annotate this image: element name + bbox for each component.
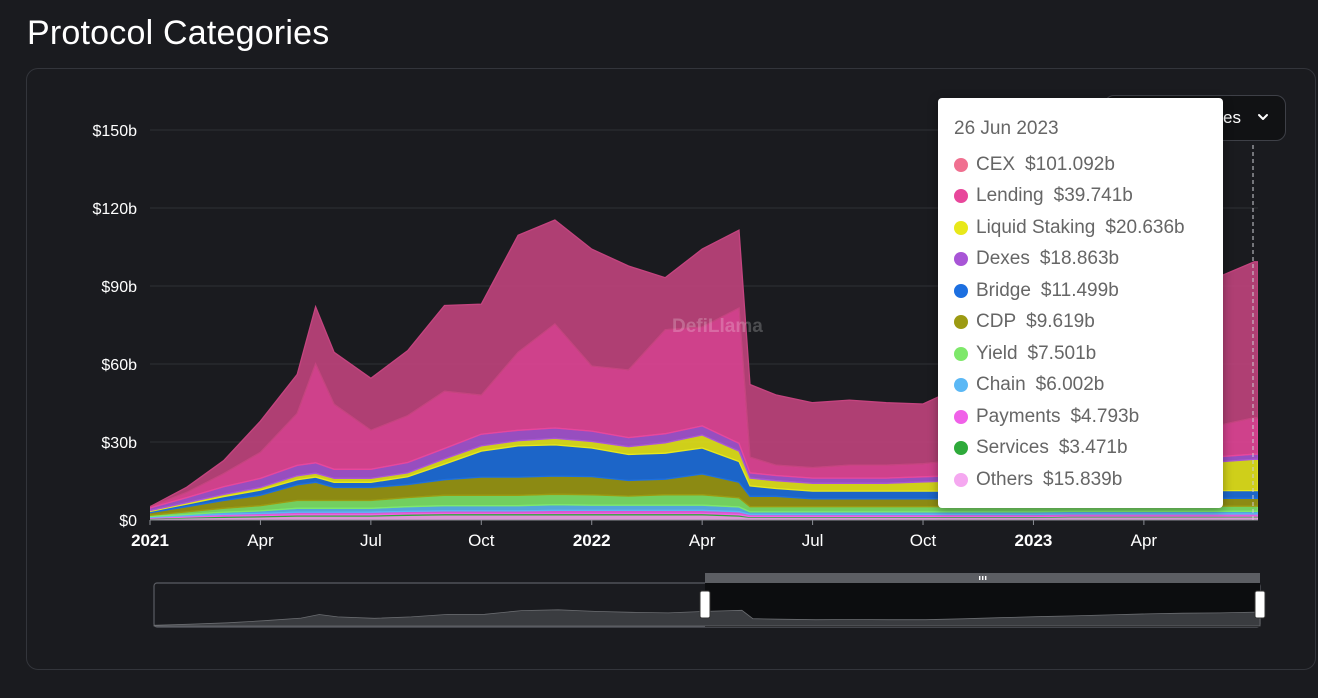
slider-right-handle[interactable] xyxy=(1254,590,1266,619)
tooltip-date: 26 Jun 2023 xyxy=(954,118,1059,139)
tooltip-series-value: $11.499b xyxy=(1040,279,1119,301)
tooltip-series-name: Services xyxy=(976,437,1049,459)
range-slider[interactable] xyxy=(153,573,1266,628)
page-title: Protocol Categories xyxy=(27,14,330,52)
tooltip-series-name: Chain xyxy=(976,374,1026,396)
x-tick-label: Apr xyxy=(247,531,274,550)
tooltip-series-name: Bridge xyxy=(976,279,1031,301)
legend-dot xyxy=(954,441,968,456)
y-tick-label: $30b xyxy=(101,435,137,452)
tooltip-row-cex: CEX $101.092b xyxy=(954,149,1223,181)
tooltip-series-value: $101.092b xyxy=(1025,153,1115,175)
watermark: DefiLlama xyxy=(672,316,763,337)
tooltip-row-bridge: Bridge $11.499b xyxy=(954,275,1223,307)
tooltip-series-name: Yield xyxy=(976,342,1018,364)
legend-dot xyxy=(954,220,968,235)
legend-dot xyxy=(954,346,968,361)
legend-dot xyxy=(954,283,968,298)
tooltip-row-chain: Chain $6.002b xyxy=(954,370,1223,402)
tooltip-series-value: $20.636b xyxy=(1105,216,1185,238)
tooltip-series-value: $4.793b xyxy=(1070,405,1140,427)
legend-dot xyxy=(954,315,968,330)
tooltip-row-services: Services $3.471b xyxy=(954,433,1223,465)
tooltip-row-lending: Lending $39.741b xyxy=(954,181,1223,213)
x-tick-label: 2021 xyxy=(131,531,169,550)
tooltip-series-value: $15.839b xyxy=(1043,468,1123,490)
x-tick-label: Apr xyxy=(689,531,716,550)
legend-dot xyxy=(954,378,968,393)
y-axis-ticks: $0 $30b $60b $90b $120b $150b xyxy=(93,123,138,530)
slider-left-handle[interactable] xyxy=(699,590,711,619)
y-tick-label: $0 xyxy=(119,513,137,530)
x-tick-label: Apr xyxy=(1131,531,1158,550)
y-tick-label: $90b xyxy=(101,279,137,296)
legend-dot xyxy=(954,252,968,267)
tooltip-row-cdp: CDP $9.619b xyxy=(954,307,1223,339)
chevron-down-icon xyxy=(1258,114,1268,120)
chart-tooltip: 26 Jun 2023 CEX $101.092b Lending $39.741b L… xyxy=(938,98,1223,508)
tooltip-series-name: Others xyxy=(976,468,1034,490)
legend-dot xyxy=(954,189,968,204)
tooltip-series-name: CDP xyxy=(976,311,1017,333)
tooltip-row-liquid-staking: Liquid Staking $20.636b xyxy=(954,212,1223,244)
tooltip-series-name: CEX xyxy=(976,153,1016,175)
x-tick-label: Jul xyxy=(360,531,382,550)
x-tick-label: 2022 xyxy=(573,531,611,550)
tooltip-series-name: Dexes xyxy=(976,248,1030,270)
tooltip-series-name: Payments xyxy=(976,405,1061,427)
legend-dot xyxy=(954,472,968,487)
tooltip-series-name: Liquid Staking xyxy=(976,216,1096,238)
tooltip-row-payments: Payments $4.793b xyxy=(954,401,1223,433)
x-tick-label: Oct xyxy=(468,531,495,550)
legend-dot xyxy=(954,157,968,172)
tooltip-series-value: $6.002b xyxy=(1035,374,1105,396)
tooltip-series-value: $39.741b xyxy=(1053,185,1133,207)
tooltip-series-name: Lending xyxy=(976,185,1044,207)
tooltip-series-value: $3.471b xyxy=(1058,437,1128,459)
tooltip-row-others: Others $15.839b xyxy=(954,464,1223,496)
y-tick-label: $150b xyxy=(93,123,138,140)
tooltip-series-value: $7.501b xyxy=(1027,342,1097,364)
y-tick-label: $120b xyxy=(93,201,138,218)
slider-grip-icon[interactable] xyxy=(979,576,987,580)
x-tick-label: Oct xyxy=(910,531,937,550)
tooltip-series-value: $18.863b xyxy=(1039,248,1120,270)
tooltip-row-dexes: Dexes $18.863b xyxy=(954,244,1223,276)
tooltip-series-value: $9.619b xyxy=(1026,311,1095,333)
x-axis-ticks: 2021 Apr Jul Oct 2022 Apr Jul Oct 2023 Apr xyxy=(131,520,1157,550)
legend-dot xyxy=(954,409,968,424)
x-tick-label: Jul xyxy=(802,531,824,550)
x-tick-label: 2023 xyxy=(1015,531,1053,550)
y-tick-label: $60b xyxy=(101,357,137,374)
tooltip-row-yield: Yield $7.501b xyxy=(954,338,1223,370)
